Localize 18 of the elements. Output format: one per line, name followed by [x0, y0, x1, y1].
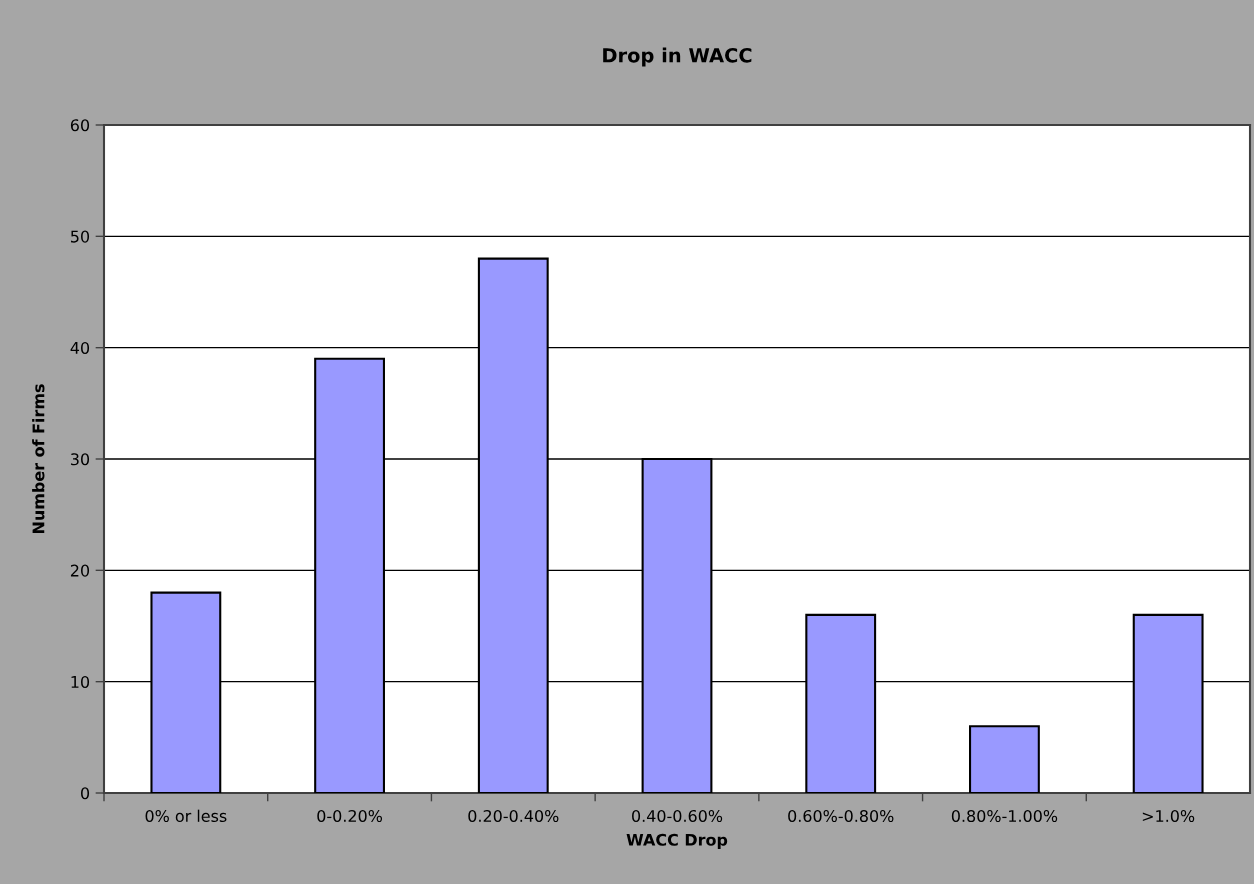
chart-title: Drop in WACC — [603, 47, 752, 67]
y-tick-label: 0 — [81, 787, 90, 800]
x-tick-label: 0.60%-0.80% — [788, 809, 894, 823]
y-axis-title: Number of Firms — [32, 384, 45, 534]
bar — [969, 725, 1040, 793]
x-tick-label: >1.0% — [1142, 809, 1195, 823]
x-tick-label: 0% or less — [145, 809, 227, 823]
y-tick-label: 50 — [71, 230, 90, 243]
y-tick-label: 20 — [70, 564, 90, 577]
y-tick-label: 10 — [71, 675, 90, 688]
y-tick-label: 40 — [70, 341, 90, 354]
x-tick-label: 0.40-0.60% — [632, 809, 723, 823]
x-tick-label: 0.20-0.40% — [468, 809, 559, 823]
y-tick-label: 60 — [70, 119, 90, 132]
x-axis-title: WACC Drop — [626, 833, 728, 849]
x-tick-label: 0.80%-1.00% — [951, 809, 1058, 823]
x-tick-label: 0-0.20% — [317, 809, 383, 823]
y-tick-label: 30 — [71, 453, 90, 466]
